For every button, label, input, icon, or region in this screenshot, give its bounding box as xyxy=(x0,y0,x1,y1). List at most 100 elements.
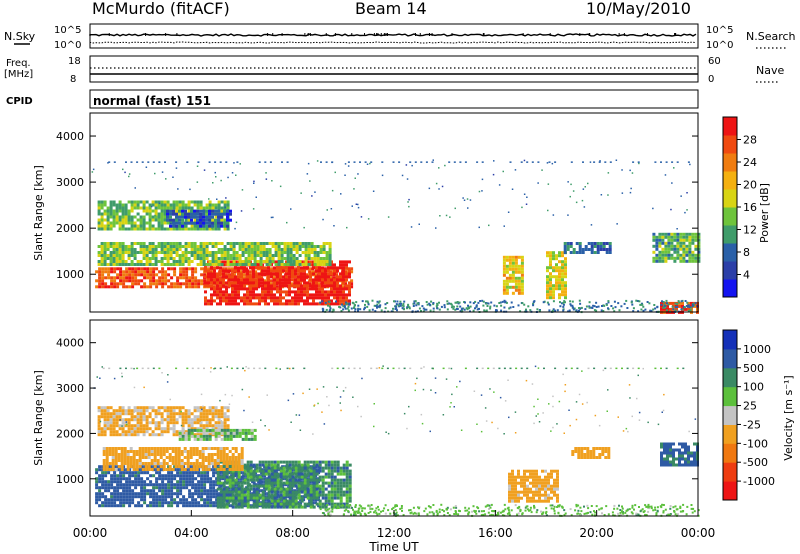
velocity-cell xyxy=(333,475,337,479)
velocity-cell xyxy=(257,480,261,484)
velocity-cell xyxy=(156,462,160,465)
power-cell xyxy=(298,248,302,251)
power-cell xyxy=(295,248,299,251)
power-cell xyxy=(181,224,184,228)
power-cell xyxy=(161,285,165,289)
power-cell xyxy=(188,282,192,286)
power-speck xyxy=(635,299,638,302)
velocity-cell xyxy=(204,447,208,450)
power-cell xyxy=(339,296,342,300)
velocity-cell xyxy=(270,487,274,491)
power-cell xyxy=(106,224,110,228)
power-cell xyxy=(561,266,564,270)
power-speck xyxy=(347,161,350,163)
power-speck xyxy=(637,161,640,163)
power-cell xyxy=(134,267,138,271)
power-cell xyxy=(219,299,222,303)
power-cell xyxy=(131,267,135,271)
power-cell xyxy=(280,248,284,251)
power-cell xyxy=(225,275,228,279)
power-cell xyxy=(514,258,518,262)
power-speck xyxy=(175,167,178,169)
velocity-cell xyxy=(273,493,277,497)
velocity-cell xyxy=(110,480,114,484)
power-cell xyxy=(163,206,167,210)
velocity-cell xyxy=(342,472,346,476)
power-cell xyxy=(190,218,193,222)
velocity-cell xyxy=(324,481,328,485)
power-cell xyxy=(240,299,243,303)
velocity-cell xyxy=(174,459,178,462)
velocity-cell xyxy=(309,493,313,497)
power-speck xyxy=(630,187,632,190)
power-cell xyxy=(133,257,137,260)
velocity-cell xyxy=(204,456,208,459)
velocity-cell xyxy=(273,490,277,494)
velocity-cell xyxy=(288,472,292,476)
power-cell xyxy=(121,215,125,219)
power-cell xyxy=(112,248,116,251)
velocity-cell xyxy=(194,483,198,487)
velocity-cell xyxy=(111,459,115,462)
power-speck xyxy=(562,305,565,308)
power-cell xyxy=(312,278,315,282)
power-cell xyxy=(166,263,170,266)
power-cell xyxy=(194,276,198,280)
velocity-cell xyxy=(209,501,213,505)
velocity-cell xyxy=(206,501,210,505)
power-cell xyxy=(307,254,311,257)
velocity-cell xyxy=(249,493,253,497)
power-speck xyxy=(216,198,218,200)
velocity-cell xyxy=(153,465,157,468)
power-cell xyxy=(226,212,229,216)
power-cell xyxy=(104,276,108,280)
power-cell xyxy=(508,273,512,277)
power-cell xyxy=(561,254,564,258)
power-speck xyxy=(154,172,156,175)
velocity-cell xyxy=(312,469,316,473)
power-cell xyxy=(161,276,165,280)
velocity-cell xyxy=(246,496,250,500)
velocity-cell xyxy=(206,504,210,508)
power-cell xyxy=(676,241,680,245)
power-cell xyxy=(517,276,521,280)
power-cell xyxy=(128,267,132,271)
power-cell xyxy=(339,266,342,270)
power-cell xyxy=(520,291,524,295)
power-cell xyxy=(118,215,122,219)
power-ytick-label: 2000 xyxy=(56,222,84,235)
power-cell xyxy=(330,299,333,303)
power-cell xyxy=(318,287,321,291)
velocity-cell xyxy=(284,483,288,487)
velocity-cell xyxy=(303,481,307,485)
velocity-cell xyxy=(291,493,295,497)
power-cell xyxy=(130,263,134,266)
power-cell xyxy=(304,242,308,245)
power-cell xyxy=(142,200,146,204)
power-cell xyxy=(520,255,524,259)
power-speck xyxy=(569,300,572,303)
velocity-cell xyxy=(219,459,223,462)
power-cell xyxy=(112,263,116,266)
power-cell xyxy=(145,200,149,204)
power-cell xyxy=(330,290,333,294)
power-cell xyxy=(679,259,683,263)
velocity-cell xyxy=(152,483,156,487)
power-cell xyxy=(273,266,276,270)
power-cell xyxy=(101,270,105,274)
power-speck xyxy=(403,300,406,303)
velocity-cell xyxy=(255,496,259,500)
velocity-cell xyxy=(170,474,174,478)
power-cell xyxy=(224,285,228,289)
power-speck xyxy=(552,308,555,311)
power-cell xyxy=(255,302,258,306)
power-cell xyxy=(104,270,108,274)
power-speck xyxy=(512,306,515,308)
power-cell xyxy=(253,260,257,263)
power-speck xyxy=(381,161,384,163)
velocity-cell xyxy=(330,502,334,506)
power-cell xyxy=(199,215,202,219)
power-speck xyxy=(439,215,441,217)
power-cell xyxy=(145,245,149,248)
power-cell xyxy=(309,278,312,282)
